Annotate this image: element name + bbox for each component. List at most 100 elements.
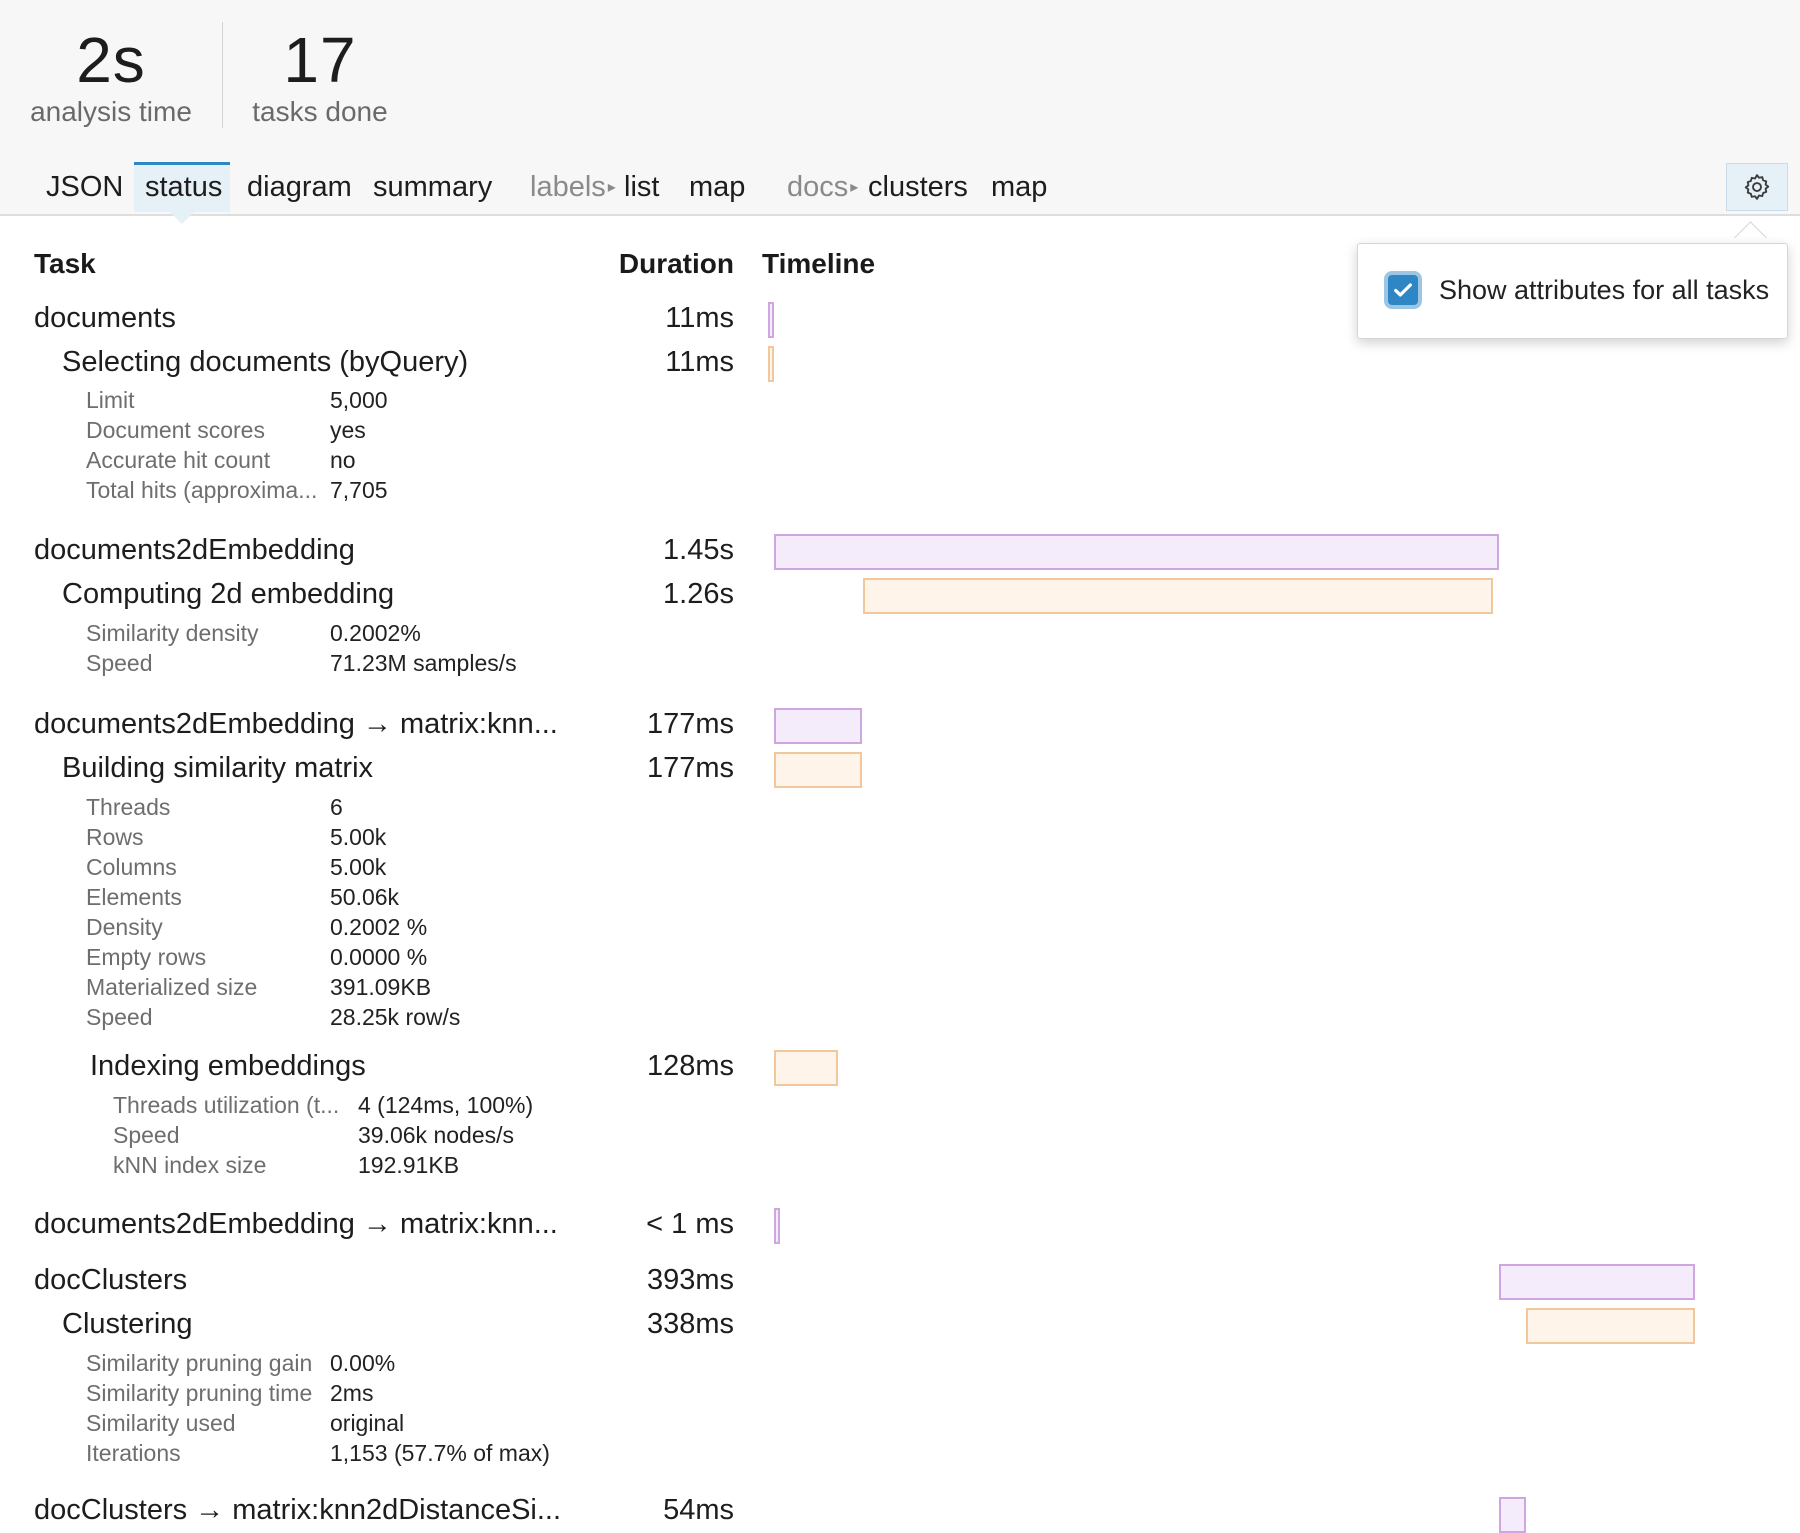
task-duration: 393ms — [646, 1264, 734, 1296]
subtask-name: Computing 2d embedding — [62, 578, 395, 610]
tab-status[interactable]: status — [134, 162, 230, 212]
tab-labels-map[interactable]: map — [689, 171, 746, 203]
tab-labels-list[interactable]: list — [624, 171, 660, 203]
task-name: documents — [34, 302, 176, 334]
gear-icon — [1744, 174, 1770, 200]
analysis-time-label: analysis time — [30, 96, 192, 127]
subtask-name: Clustering — [62, 1308, 193, 1340]
stat-divider — [222, 22, 223, 128]
attribute-key: kNN index size — [113, 1152, 267, 1178]
show-attributes-label[interactable]: Show attributes for all tasks — [1439, 275, 1770, 305]
attribute-key: Materialized size — [86, 974, 258, 1000]
attribute-key: Similarity used — [86, 1410, 236, 1436]
settings-popover: Show attributes for all tasks — [1357, 243, 1788, 339]
attribute-value: 71.23M samples/s — [330, 650, 517, 676]
subtask-duration: 11ms — [665, 346, 734, 378]
attribute-key: Total hits (approxima... — [86, 477, 318, 503]
subtask-name: Indexing embeddings — [90, 1050, 366, 1082]
column-header-task: Task — [34, 248, 96, 279]
attribute-key: Speed — [86, 650, 153, 676]
attribute-key: Similarity pruning time — [86, 1380, 313, 1406]
attribute-key: Columns — [86, 854, 177, 880]
task-duration: 54ms — [663, 1494, 734, 1526]
timeline-task-bar — [1498, 1264, 1695, 1300]
attribute-key: Iterations — [86, 1440, 181, 1466]
attribute-key: Threads — [86, 794, 171, 820]
subtask-name: Building similarity matrix — [62, 752, 374, 784]
task-name: docClusters → matrix:knn2dDistanceSi... — [34, 1494, 562, 1526]
settings-button[interactable] — [1726, 163, 1788, 211]
subtask-duration: 128ms — [646, 1050, 734, 1082]
attribute-value: 0.2002% — [330, 620, 421, 646]
timeline-step-bar — [768, 346, 774, 382]
tab-docs-clusters[interactable]: clusters — [868, 171, 968, 203]
attribute-value: 0.0000 % — [330, 944, 428, 970]
attribute-value: 7,705 — [330, 477, 388, 503]
task-name: documents2dEmbedding → matrix:knn... — [34, 1208, 558, 1240]
attribute-value: yes — [330, 417, 366, 443]
attribute-value: 5.00k — [330, 824, 387, 850]
subtask-duration: 338ms — [646, 1308, 734, 1340]
task-name: documents2dEmbedding → matrix:knn... — [34, 708, 558, 740]
attribute-key: Density — [86, 914, 163, 940]
timeline-task-bar — [1498, 1497, 1526, 1533]
attribute-key: Accurate hit count — [86, 447, 271, 473]
attribute-value: 50.06k — [330, 884, 400, 910]
attribute-value: 5.00k — [330, 854, 387, 880]
attribute-key: Elements — [86, 884, 182, 910]
attribute-key: Empty rows — [86, 944, 207, 970]
attribute-key: Threads utilization (t... — [113, 1092, 340, 1118]
attribute-value: 6 — [330, 794, 343, 820]
tab-docs-map[interactable]: map — [991, 171, 1048, 203]
caret-right-icon: ▸ — [607, 179, 616, 197]
subtask-duration: 177ms — [646, 752, 734, 784]
task-name: docClusters — [34, 1264, 188, 1296]
attribute-value: 192.91KB — [358, 1152, 460, 1178]
task-name: documents2dEmbedding — [34, 534, 355, 566]
attribute-key: Similarity pruning gain — [86, 1350, 313, 1376]
attribute-key: Speed — [86, 1004, 153, 1030]
task-duration: 177ms — [646, 708, 734, 740]
attribute-value: 1,153 (57.7% of max) — [330, 1440, 550, 1466]
tab-diagram[interactable]: diagram — [247, 171, 352, 203]
tab-group-labels-label: labels — [530, 171, 606, 203]
tab-group-docs-label: docs — [787, 171, 849, 203]
timeline-task-bar — [773, 708, 862, 744]
timeline-task-bar — [773, 534, 1499, 570]
attribute-value: 0.2002 % — [330, 914, 428, 940]
subtask-name: Selecting documents (byQuery) — [62, 346, 469, 378]
tab-json[interactable]: JSON — [46, 171, 124, 203]
attribute-key: Rows — [86, 824, 144, 850]
attribute-key: Speed — [113, 1122, 180, 1148]
subtask-duration: 1.26s — [663, 578, 734, 610]
attribute-value: 2ms — [330, 1380, 374, 1406]
attribute-value: no — [330, 447, 356, 473]
timeline-task-bar — [768, 302, 774, 338]
attribute-value: 0.00% — [330, 1350, 396, 1376]
column-header-timeline: Timeline — [762, 248, 876, 279]
timeline-step-bar — [863, 578, 1493, 614]
header-band — [0, 0, 1800, 216]
attribute-key: Similarity density — [86, 620, 259, 646]
attribute-value: 28.25k row/s — [330, 1004, 461, 1030]
attribute-value: 39.06k nodes/s — [358, 1122, 515, 1148]
analysis-time-value: 2s — [76, 24, 146, 96]
attribute-key: Document scores — [86, 417, 265, 443]
tasks-done-stat: 17 tasks done — [250, 24, 390, 128]
attribute-value: original — [330, 1410, 405, 1436]
timeline-task-bar — [773, 1208, 780, 1244]
timeline-step-bar — [1526, 1308, 1695, 1344]
attribute-value: 391.09KB — [330, 974, 432, 1000]
attribute-key: Limit — [86, 387, 135, 413]
show-attributes-checkbox[interactable] — [1384, 271, 1422, 309]
active-tab-pointer — [170, 212, 194, 224]
attribute-value: 4 (124ms, 100%) — [358, 1092, 534, 1118]
timeline-step-bar — [773, 752, 862, 788]
checkmark-icon — [1394, 283, 1412, 297]
column-header-duration: Duration — [618, 248, 734, 279]
task-duration: 1.45s — [663, 534, 734, 566]
attribute-value: 5,000 — [330, 387, 388, 413]
tab-summary[interactable]: summary — [373, 171, 493, 203]
caret-right-icon: ▸ — [850, 179, 859, 197]
timeline-step-bar — [773, 1050, 838, 1086]
